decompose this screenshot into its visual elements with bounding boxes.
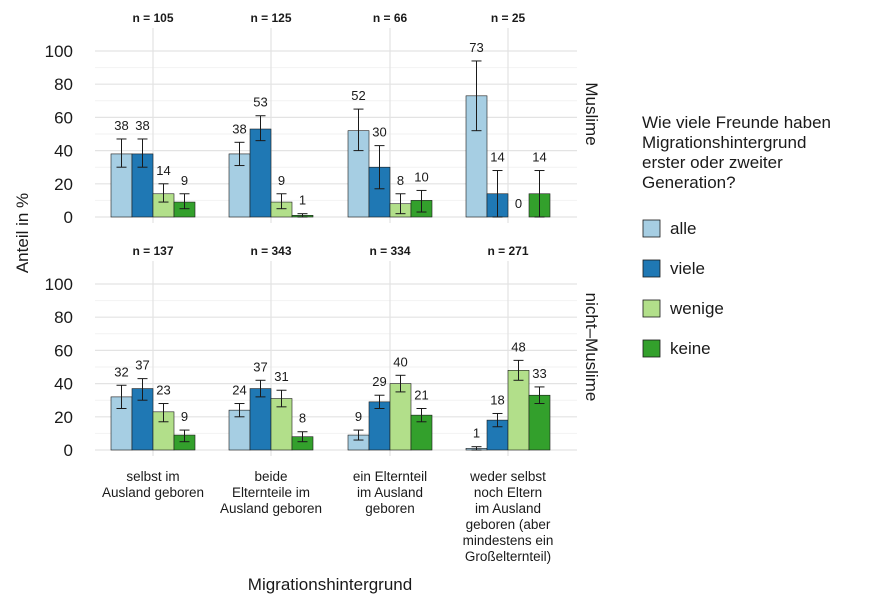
value-label: 32 [114, 364, 128, 379]
value-label: 73 [469, 40, 483, 55]
value-label: 10 [414, 169, 428, 184]
x-category-label: noch Eltern [474, 485, 542, 500]
x-category-label: Elternteile im [232, 485, 310, 500]
value-label: 9 [278, 173, 285, 188]
value-label: 9 [181, 173, 188, 188]
y-tick-label: 80 [54, 75, 73, 94]
bar-viele [368, 401, 391, 451]
legend: Wie viele Freunde habenMigrationshinterg… [642, 113, 831, 358]
value-label: 52 [351, 88, 365, 103]
legend-swatch-alle [642, 219, 661, 238]
sample-size-label: n = 343 [250, 244, 291, 258]
x-category-label: weder selbst [469, 469, 546, 484]
bar-viele [249, 388, 272, 451]
y-tick-label: 20 [54, 175, 73, 194]
legend-title: Generation? [642, 173, 736, 192]
value-label: 14 [156, 163, 170, 178]
value-label: 9 [181, 409, 188, 424]
value-label: 14 [490, 150, 504, 165]
bar-viele [249, 128, 272, 218]
legend-swatch-wenige [642, 299, 661, 318]
bars [110, 60, 551, 451]
legend-label: viele [670, 259, 705, 278]
bar-wenige [507, 370, 530, 451]
sample-size-label: n = 125 [250, 11, 291, 25]
x-category-label: Großelternteil) [465, 549, 551, 564]
y-tick-label: 60 [54, 341, 73, 360]
value-label: 33 [532, 366, 546, 381]
value-label: 21 [414, 388, 428, 403]
x-category-label: geboren [365, 501, 415, 516]
value-label: 18 [490, 392, 504, 407]
legend-swatch-keine [642, 339, 661, 358]
sample-size-label: n = 105 [132, 11, 173, 25]
legend-swatch-viele [642, 259, 661, 278]
y-tick-label: 100 [45, 275, 73, 294]
y-tick-label: 40 [54, 142, 73, 161]
y-axis-title: Anteil in % [13, 193, 32, 273]
x-category-label: geboren (aber [466, 517, 551, 532]
x-category-label: mindestens ein [463, 533, 554, 548]
value-label: 8 [397, 173, 404, 188]
value-label: 23 [156, 383, 170, 398]
legend-label: keine [670, 339, 711, 358]
sample-size-label: n = 334 [369, 244, 410, 258]
x-category-label: selbst im [126, 469, 179, 484]
value-label: 53 [253, 95, 267, 110]
value-label: 48 [511, 339, 525, 354]
value-label: 37 [135, 358, 149, 373]
y-tick-label: 40 [54, 375, 73, 394]
x-category-label: Ausland geboren [102, 485, 204, 500]
y-tick-label: 100 [45, 42, 73, 61]
value-label: 37 [253, 359, 267, 374]
facet-strip-label: nicht–Muslime [582, 293, 601, 402]
value-label: 9 [355, 409, 362, 424]
sample-size-label: n = 66 [373, 11, 408, 25]
value-label: 38 [114, 118, 128, 133]
value-label: 31 [274, 369, 288, 384]
sample-size-label: n = 137 [132, 244, 173, 258]
value-label: 1 [299, 193, 306, 208]
x-category-label: beide [254, 469, 287, 484]
x-category-label: im Ausland [475, 501, 541, 516]
legend-title: Migrationshintergrund [642, 133, 806, 152]
value-label: 30 [372, 125, 386, 140]
y-tick-label: 60 [54, 108, 73, 127]
x-axis-title: Migrationshintergrund [248, 575, 412, 594]
y-tick-label: 0 [64, 441, 73, 460]
x-category-label: im Ausland [357, 485, 423, 500]
value-label: 0 [515, 196, 522, 211]
value-label: 24 [232, 383, 246, 398]
legend-label: alle [670, 219, 696, 238]
sample-size-label: n = 271 [487, 244, 528, 258]
x-category-label: ein Elternteil [353, 469, 427, 484]
sample-size-label: n = 25 [491, 11, 526, 25]
legend-title: Wie viele Freunde haben [642, 113, 831, 132]
value-label: 38 [135, 118, 149, 133]
value-label: 40 [393, 354, 407, 369]
y-tick-label: 20 [54, 408, 73, 427]
legend-label: wenige [669, 299, 724, 318]
value-label: 29 [372, 374, 386, 389]
x-category-label: Ausland geboren [220, 501, 322, 516]
legend-title: erster oder zweiter [642, 153, 783, 172]
value-label: 38 [232, 121, 246, 136]
value-label: 14 [532, 150, 546, 165]
y-tick-label: 80 [54, 308, 73, 327]
facet-strip-label: Muslime [582, 82, 601, 145]
bar-wenige [389, 383, 412, 451]
y-tick-label: 0 [64, 208, 73, 227]
value-label: 8 [299, 411, 306, 426]
value-label: 1 [473, 426, 480, 441]
